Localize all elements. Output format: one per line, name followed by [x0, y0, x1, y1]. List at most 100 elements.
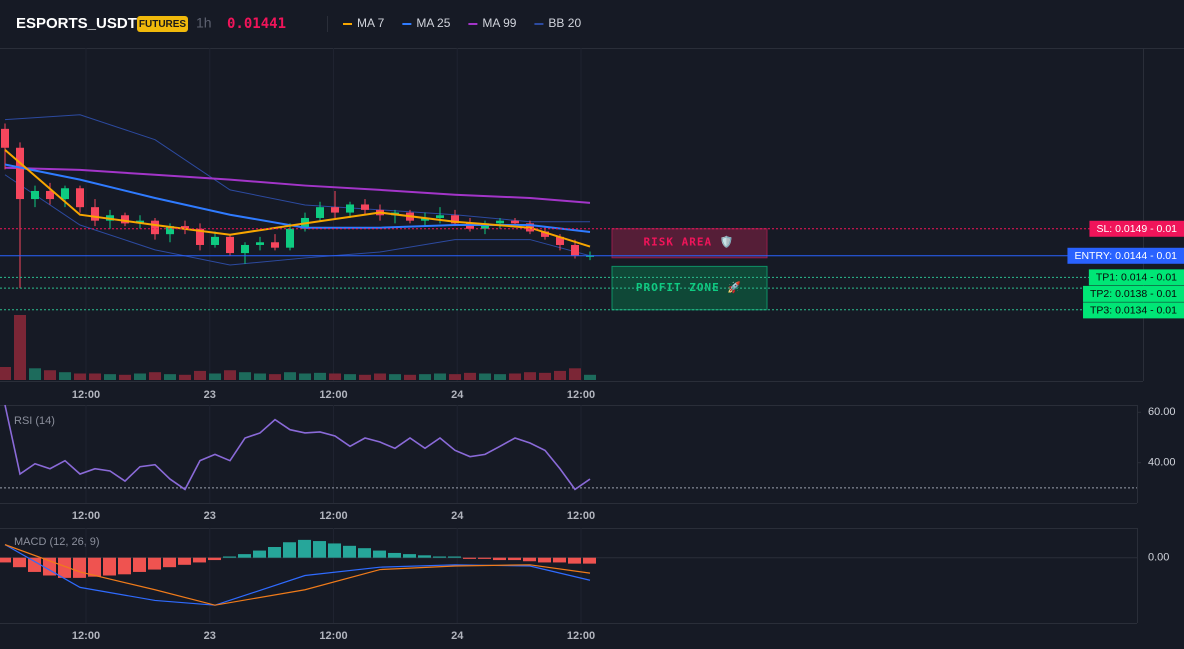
volume-bar	[89, 373, 101, 380]
volume-bar	[404, 374, 416, 380]
candle-body	[451, 215, 459, 224]
macd-bar	[148, 557, 161, 570]
macd-bar	[283, 542, 296, 558]
time-label: 12:00	[567, 630, 595, 642]
volume-bar	[29, 368, 41, 380]
macd-bar	[478, 557, 491, 559]
volume-bar	[179, 374, 191, 380]
volume-bar	[494, 374, 506, 380]
volume-bar	[329, 373, 341, 380]
candle-body	[256, 242, 264, 245]
macd-bar	[418, 555, 431, 558]
candle-body	[421, 217, 429, 221]
macd-tick-label: 0.00	[1148, 552, 1169, 564]
time-label: 12:00	[319, 630, 347, 642]
badge-bg	[137, 16, 188, 32]
macd-bar	[118, 557, 131, 575]
candle-body	[541, 231, 549, 237]
macd-bar	[178, 557, 191, 565]
volume-bar	[449, 374, 461, 380]
candle-body	[196, 228, 204, 245]
macd-title: MACD (12, 26, 9)	[14, 536, 100, 548]
macd-bar	[538, 557, 551, 563]
candle-body	[61, 188, 69, 200]
profit-label: PROFIT ZONE 🚀	[636, 281, 742, 294]
macd-bar	[298, 539, 311, 558]
volume-bar	[209, 373, 221, 380]
candle-body	[346, 204, 354, 213]
bb-lower	[4, 174, 591, 266]
macd-bar	[583, 557, 596, 564]
level-label-bg	[1083, 302, 1184, 319]
macd-bar	[388, 552, 401, 558]
volume-bar	[254, 373, 266, 380]
level-label-bg	[1067, 247, 1184, 264]
legend-label: BB 20	[548, 16, 581, 30]
volume-bar	[359, 374, 371, 380]
macd-bar	[238, 554, 251, 558]
time-label: 24	[451, 389, 464, 401]
candle-body	[226, 236, 234, 254]
macd-bar	[403, 554, 416, 558]
macd-bar	[433, 556, 446, 558]
rsi-tick-label: 60.00	[1148, 406, 1176, 418]
volume-bar	[389, 374, 401, 380]
macd-bar	[133, 557, 146, 572]
level-label: TP3: 0.0134 - 0.01	[1090, 305, 1177, 317]
time-label: 12:00	[567, 389, 595, 401]
candle-body	[556, 236, 564, 245]
rsi-title: RSI (14)	[14, 415, 55, 427]
volume-bar	[464, 372, 476, 380]
ma99-line	[4, 166, 591, 204]
volume-bar	[44, 370, 56, 380]
bb-upper	[4, 114, 590, 223]
macd-bar	[88, 557, 101, 577]
level-label-bg	[1083, 285, 1184, 302]
level-label-bg	[1089, 220, 1184, 237]
ma7-line	[4, 149, 591, 248]
macd-bar	[13, 557, 26, 568]
volume-bar	[14, 315, 26, 380]
macd-bar	[358, 548, 371, 558]
legend-label: MA 7	[357, 16, 385, 30]
candle-body	[571, 244, 579, 256]
time-label: 12:00	[319, 389, 347, 401]
interval: 1h	[196, 15, 212, 31]
legend-label: MA 99	[482, 16, 516, 30]
time-label: 23	[204, 510, 216, 522]
risk-label: RISK AREA 🛡️	[644, 235, 735, 248]
volume-bar	[239, 372, 251, 380]
candle-body	[166, 226, 174, 235]
time-label: 24	[451, 630, 464, 642]
macd-bar	[553, 557, 566, 563]
volume-bar	[554, 370, 566, 380]
candle-body	[361, 204, 369, 210]
volume-bar	[59, 372, 71, 380]
candle-body	[496, 220, 504, 224]
time-label: 12:00	[72, 510, 100, 522]
volume-bar	[149, 372, 161, 380]
macd-bar	[253, 550, 266, 558]
candle-body	[181, 226, 189, 229]
time-label: 12:00	[567, 510, 595, 522]
volume-bar	[509, 373, 521, 380]
macd-bar	[313, 541, 326, 558]
volume-bar	[164, 374, 176, 380]
volume-bar	[434, 373, 446, 380]
signal-line	[4, 544, 591, 606]
macd-bar	[523, 557, 536, 562]
macd-bar	[103, 557, 116, 576]
macd-bar	[448, 556, 461, 558]
volume-bar	[284, 372, 296, 380]
volume-bar	[104, 374, 116, 380]
level-label: ENTRY: 0.0144 - 0.01	[1074, 250, 1177, 262]
last-price: 0.01441	[227, 16, 286, 32]
level-label: TP1: 0.014 - 0.01	[1096, 272, 1177, 284]
macd-bar	[508, 557, 521, 561]
candle-body	[151, 220, 159, 235]
macd-bar	[328, 543, 341, 558]
volume-bar	[479, 373, 491, 380]
volume-bar	[74, 373, 86, 380]
